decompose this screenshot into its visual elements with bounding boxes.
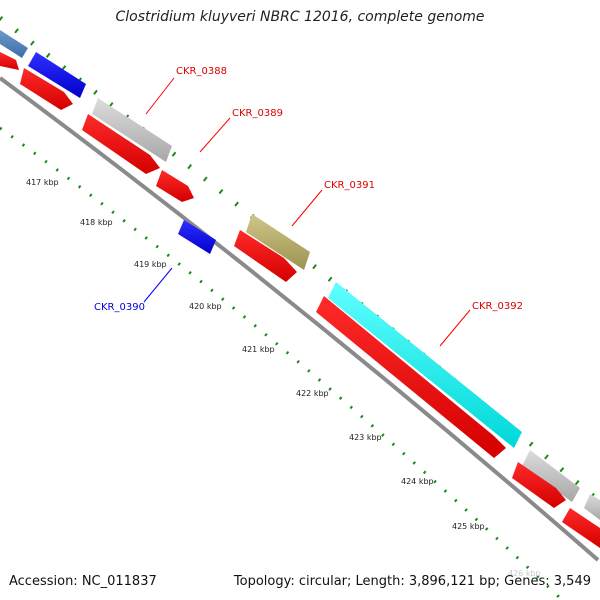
label-ckr0391: CKR_0391	[324, 180, 375, 191]
leader-ckr0391	[291, 189, 323, 227]
tick-label-418: 418 kbp	[80, 218, 113, 227]
tick-label-417: 417 kbp	[26, 178, 59, 187]
gene-ckr0389	[156, 170, 194, 202]
leader-ckr0388	[145, 77, 175, 115]
leader-ckr0389	[199, 117, 231, 153]
tick-label-420: 420 kbp	[189, 302, 222, 311]
gene-grey-bottom-2	[584, 494, 600, 520]
tick-label-421: 421 kbp	[242, 345, 275, 354]
gene-ckr0388	[92, 98, 172, 162]
gene-red-long	[316, 296, 506, 458]
gene-red-arrow-1	[20, 68, 73, 110]
gene-steelblue-feature	[0, 30, 28, 58]
gene-red-bottom-2	[562, 508, 600, 548]
tick-label-423: 423 kbp	[349, 433, 382, 442]
gene-red-arrow-2	[82, 114, 160, 174]
leader-ckr0392	[439, 309, 471, 347]
gene-ckr0391	[246, 214, 310, 270]
gene-blue-feature-top	[28, 52, 86, 98]
tick-label-424: 424 kbp	[401, 477, 434, 486]
tick-label-419: 419 kbp	[134, 260, 167, 269]
label-ckr0390: CKR_0390	[94, 302, 145, 313]
leader-ckr0390	[143, 267, 173, 303]
gene-features	[0, 30, 600, 548]
gene-red-feature-left	[0, 52, 19, 70]
gene-grey-bottom	[522, 450, 580, 502]
label-ckr0388: CKR_0388	[176, 66, 227, 77]
gene-labels: CKR_0388 CKR_0389 CKR_0390 CKR_0391 CKR_…	[94, 66, 523, 313]
gene-red-bottom-1	[512, 462, 566, 508]
accession-text: Accession: NC_011837	[9, 574, 157, 589]
gene-red-arrow-3	[234, 230, 297, 282]
label-ckr0389: CKR_0389	[232, 108, 283, 119]
scale-labels: 417 kbp 418 kbp 419 kbp 420 kbp 421 kbp …	[26, 178, 541, 578]
label-ckr0392: CKR_0392	[472, 301, 523, 312]
leader-lines	[143, 77, 471, 347]
map-title: Clostridium kluyveri NBRC 12016, complet…	[115, 9, 485, 25]
gene-ckr0390	[178, 220, 216, 254]
gene-ckr0392	[328, 282, 522, 448]
genome-summary-text: Topology: circular; Length: 3,896,121 bp…	[233, 574, 591, 589]
tick-label-425: 425 kbp	[452, 522, 485, 531]
inner-scale-ticks	[0, 126, 562, 600]
tick-label-426: 426 kbp	[508, 569, 541, 578]
tick-label-422: 422 kbp	[296, 389, 329, 398]
genome-backbone	[0, 76, 600, 562]
